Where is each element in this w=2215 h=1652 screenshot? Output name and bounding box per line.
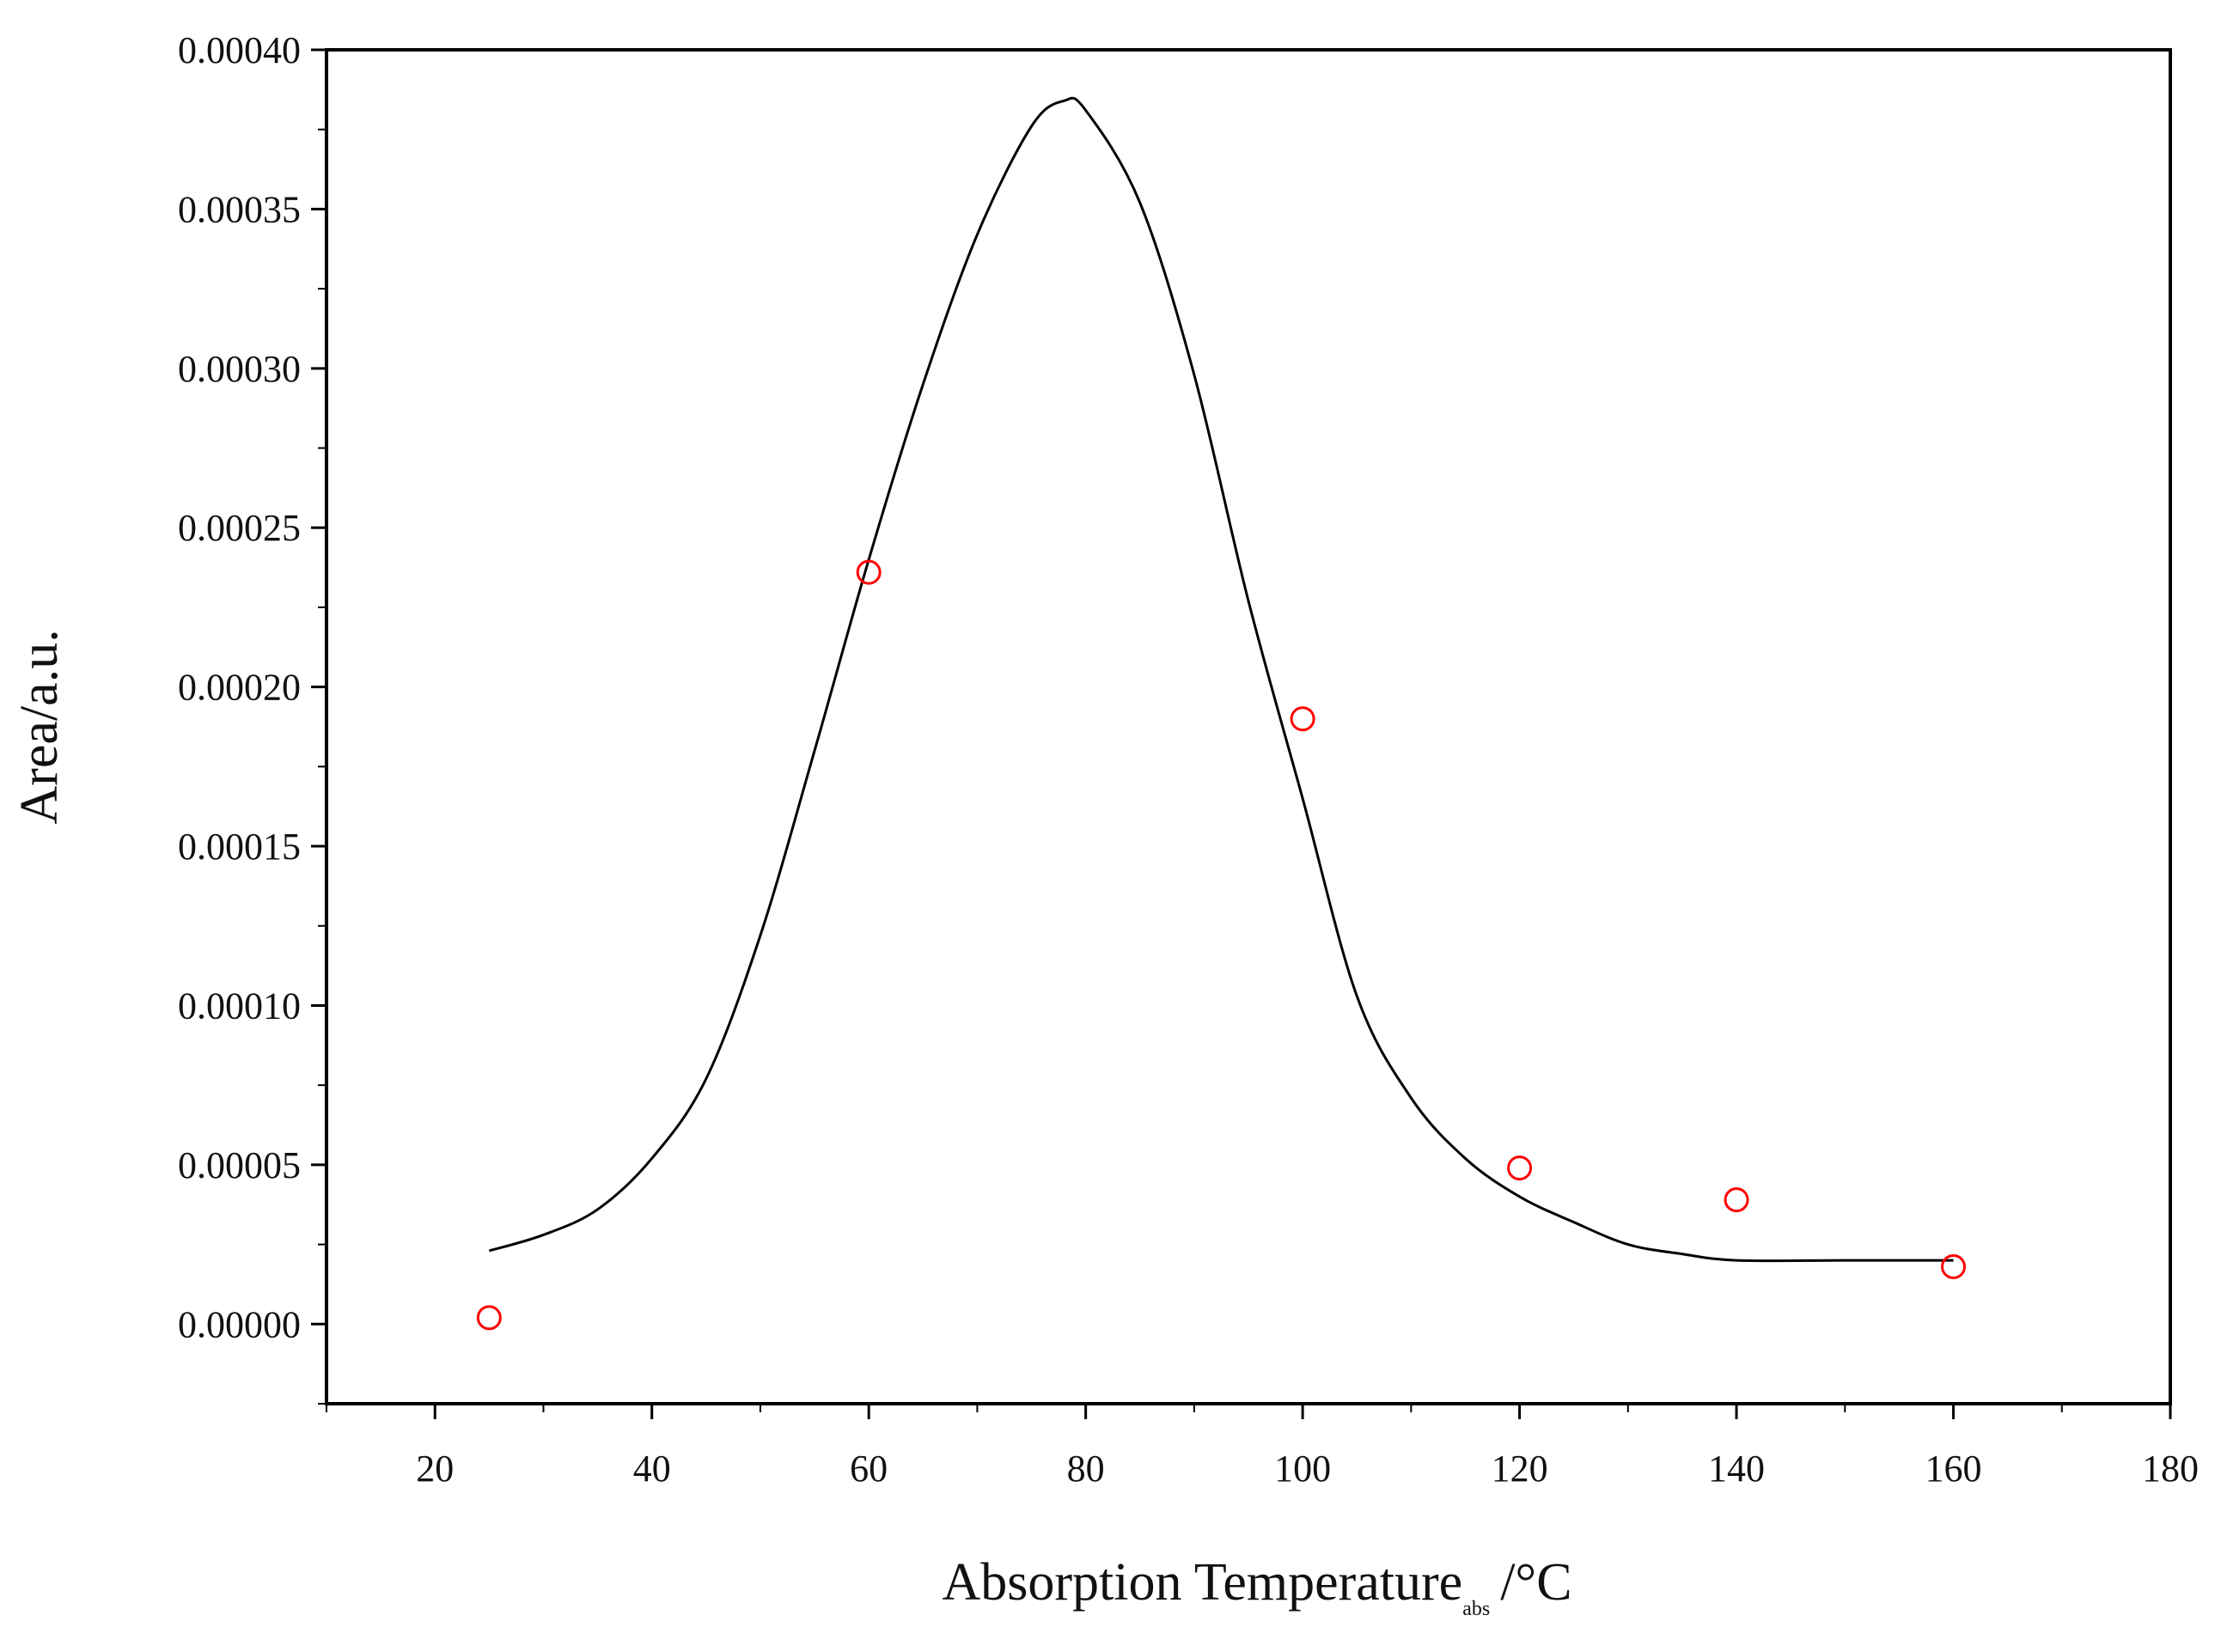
- data-point: [856, 559, 882, 585]
- x-tick-label: 20: [416, 1448, 454, 1490]
- y-axis-title: Area/a.u.: [10, 629, 69, 824]
- data-point: [1290, 706, 1315, 732]
- x-tick-label: 60: [850, 1448, 888, 1490]
- x-tick-label: 80: [1067, 1448, 1105, 1490]
- x-tick-label: 120: [1492, 1448, 1548, 1490]
- data-point: [476, 1305, 502, 1331]
- y-tick-label: 0.00015: [178, 826, 301, 868]
- x-tick-label: 40: [633, 1448, 671, 1490]
- y-tick-label: 0.00030: [178, 348, 301, 390]
- y-tick-label: 0.00035: [178, 188, 301, 230]
- y-tick-label: 0.00005: [178, 1144, 301, 1186]
- x-axis-title: Absorption Temperatureabs/°C: [942, 1553, 1571, 1620]
- y-tick-label: 0.00040: [178, 29, 301, 71]
- y-tick-label: 0.00025: [178, 507, 301, 549]
- x-tick-label: 160: [1925, 1448, 1982, 1490]
- x-tick-label: 180: [2142, 1448, 2199, 1490]
- data-points: [476, 559, 1967, 1331]
- x-axis-ticks: 20 40 60 80 100 120 140 160 180: [326, 1404, 2199, 1490]
- y-axis-ticks: 0.00000 0.00005 0.00010 0.00015 0.00020 0.000…: [178, 29, 326, 1405]
- x-tick-label: 140: [1708, 1448, 1765, 1490]
- y-tick-label: 0.00010: [178, 984, 301, 1027]
- y-tick-label: 0.00000: [178, 1303, 301, 1345]
- plot-frame: [325, 48, 2172, 1405]
- y-tick-label: 0.00020: [178, 667, 301, 709]
- fit-line: [488, 96, 1954, 1263]
- data-point: [1507, 1155, 1533, 1181]
- x-tick-label: 100: [1274, 1448, 1331, 1490]
- data-point: [1941, 1254, 1967, 1280]
- data-point: [1724, 1187, 1749, 1213]
